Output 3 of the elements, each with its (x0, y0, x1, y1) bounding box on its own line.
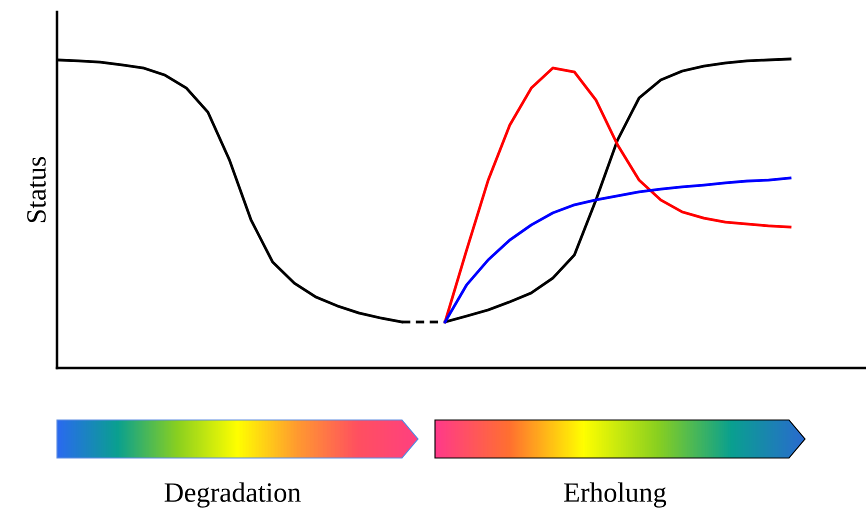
text: Erholung (564, 482, 666, 508)
y-axis-title: Status (27, 157, 46, 222)
text: Degradation (164, 482, 301, 508)
